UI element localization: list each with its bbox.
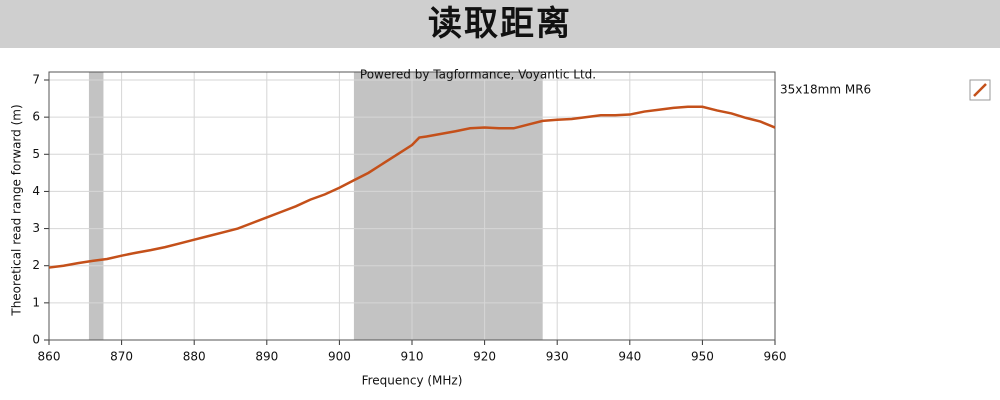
x-tick-label: 900 xyxy=(328,350,351,364)
y-tick-label: 4 xyxy=(32,184,40,198)
x-tick-label: 950 xyxy=(691,350,714,364)
x-tick-label: 940 xyxy=(618,350,641,364)
x-tick-label: 910 xyxy=(401,350,424,364)
data-line xyxy=(48,105,776,269)
legend-swatch xyxy=(973,83,987,97)
y-axis-label: Theoretical read range forward (m) xyxy=(10,104,24,316)
shaded-range xyxy=(353,72,543,340)
x-tick-label: 930 xyxy=(546,350,569,364)
x-axis-label: Frequency (MHz) xyxy=(362,374,463,388)
legend-label: 35x18mm MR6 xyxy=(780,83,871,97)
shaded-range xyxy=(88,72,104,340)
x-tick-label: 890 xyxy=(255,350,278,364)
x-tick-label: 920 xyxy=(473,350,496,364)
y-tick-label: 7 xyxy=(32,73,40,87)
y-tick-label: 1 xyxy=(32,295,40,309)
note: Powered by Tagformance, Voyantic Ltd. xyxy=(360,68,596,82)
x-tick-label: 860 xyxy=(38,350,61,364)
plot-frame xyxy=(48,71,776,341)
x-tick-label: 870 xyxy=(110,350,133,364)
y-tick-label: 2 xyxy=(32,258,40,272)
y-tick-label: 6 xyxy=(32,110,40,124)
x-tick-label: 880 xyxy=(183,350,206,364)
x-tick-label: 960 xyxy=(764,350,787,364)
banner-title: 读取距离 xyxy=(0,0,1000,48)
y-tick-label: 0 xyxy=(32,333,40,347)
y-tick-label: 3 xyxy=(32,221,40,235)
y-tick-label: 5 xyxy=(32,147,40,161)
